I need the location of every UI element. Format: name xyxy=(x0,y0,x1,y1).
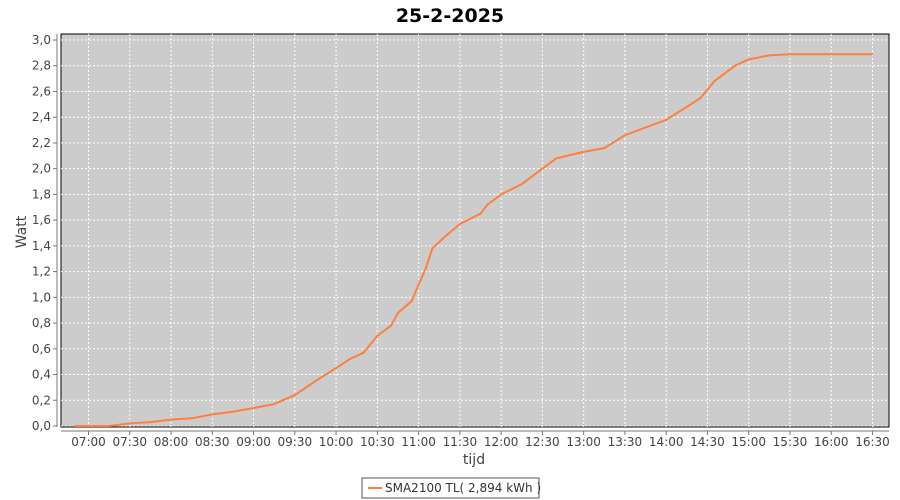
y-axis: 0,0 0,2 0,4 0,6 0,8 1,0 1,2 1,4 1,6 1,8 2,0 2,2 2,4 2… xyxy=(32,33,58,433)
data-point xyxy=(699,97,702,99)
x-tick-label: 08:00 xyxy=(154,435,189,449)
x-tick-label: 13:00 xyxy=(566,435,601,449)
x-tick-label: 10:00 xyxy=(319,435,354,449)
data-point xyxy=(294,394,296,396)
data-point xyxy=(335,367,337,369)
data-point xyxy=(232,411,234,413)
series-line xyxy=(74,53,873,427)
y-tick-label: 0,0 xyxy=(32,419,51,433)
data-point xyxy=(362,351,365,354)
data-point xyxy=(789,53,791,55)
x-tick-label: 11:30 xyxy=(443,435,478,449)
y-tick-label: 0,4 xyxy=(32,368,51,382)
x-tick-label: 07:00 xyxy=(71,435,106,449)
data-point xyxy=(149,421,152,423)
data-point xyxy=(128,422,131,425)
data-point xyxy=(314,380,317,382)
data-point xyxy=(871,53,874,55)
x-tick-label: 13:30 xyxy=(608,435,643,449)
data-point xyxy=(410,300,413,302)
data-point xyxy=(417,283,420,286)
data-point xyxy=(541,167,544,170)
data-point xyxy=(830,53,833,55)
x-axis: 07:00 07:30 08:00 08:30 09:00 09:30 10:00 10:30… xyxy=(61,430,890,449)
data-point xyxy=(108,425,110,427)
y-tick-label: 2,2 xyxy=(32,136,51,150)
data-point xyxy=(424,268,427,270)
x-tick-label: 07:30 xyxy=(112,435,147,449)
y-tick-label: 1,0 xyxy=(32,290,51,304)
data-point xyxy=(170,418,172,421)
chart-title: 25-2-2025 xyxy=(396,5,504,27)
data-point xyxy=(686,106,688,108)
y-tick-label: 1,4 xyxy=(32,239,51,253)
legend-label: SMA2100 TL( 2,894 kWh ) xyxy=(385,481,541,495)
data-point xyxy=(734,64,736,67)
y-tick-label: 2,4 xyxy=(32,110,51,124)
data-point xyxy=(211,413,214,416)
data-point xyxy=(459,223,461,225)
data-point xyxy=(397,311,399,314)
x-tick-label: 12:30 xyxy=(525,435,560,449)
x-tick-label: 15:00 xyxy=(731,435,766,449)
legend: SMA2100 TL( 2,894 kWh ) xyxy=(361,477,541,499)
y-tick-label: 1,2 xyxy=(32,265,51,279)
x-tick-label: 15:30 xyxy=(773,435,808,449)
data-point xyxy=(665,118,667,121)
data-point xyxy=(376,335,379,337)
data-point xyxy=(768,54,771,57)
data-point xyxy=(252,407,255,409)
data-point xyxy=(500,193,502,196)
legend-box xyxy=(361,477,540,499)
data-point xyxy=(624,134,626,137)
data-point xyxy=(644,126,647,129)
data-point xyxy=(190,417,193,420)
data-point xyxy=(603,147,606,149)
y-tick-label: 1,8 xyxy=(32,187,51,201)
x-tick-label: 14:30 xyxy=(690,435,725,449)
plot-area xyxy=(60,33,890,428)
data-point xyxy=(582,151,585,153)
x-tick-label: 12:00 xyxy=(484,435,519,449)
y-tick-label: 1,6 xyxy=(32,213,51,227)
data-point xyxy=(431,247,434,250)
data-point xyxy=(520,183,523,185)
y-tick-label: 3,0 xyxy=(32,33,51,47)
x-tick-label: 16:00 xyxy=(814,435,849,449)
gridlines xyxy=(61,34,889,427)
y-tick-label: 2,8 xyxy=(32,59,51,73)
data-point xyxy=(479,212,482,215)
data-point xyxy=(555,157,557,160)
x-axis-label: tijd xyxy=(463,452,485,468)
data-point xyxy=(73,425,76,427)
y-tick-label: 2,6 xyxy=(32,84,51,98)
x-tick-label: 09:00 xyxy=(236,435,271,449)
data-point xyxy=(349,358,351,360)
x-tick-label: 09:30 xyxy=(278,435,313,449)
data-point xyxy=(273,403,275,405)
y-tick-label: 0,8 xyxy=(32,316,51,330)
x-tick-label: 10:30 xyxy=(360,435,395,449)
series-layer xyxy=(73,53,874,427)
data-point xyxy=(445,234,447,237)
y-tick-label: 0,6 xyxy=(32,342,51,356)
y-axis-label: Watt xyxy=(14,215,30,248)
data-point xyxy=(747,58,750,61)
y-tick-label: 0,2 xyxy=(32,393,51,407)
y-tick-label: 2,0 xyxy=(32,162,51,176)
x-tick-label: 08:30 xyxy=(195,435,230,449)
data-point xyxy=(713,80,716,82)
x-tick-label: 11:00 xyxy=(401,435,436,449)
data-point xyxy=(390,324,392,327)
x-tick-label: 16:30 xyxy=(855,435,890,449)
data-point xyxy=(486,203,489,206)
x-tick-label: 14:00 xyxy=(649,435,684,449)
